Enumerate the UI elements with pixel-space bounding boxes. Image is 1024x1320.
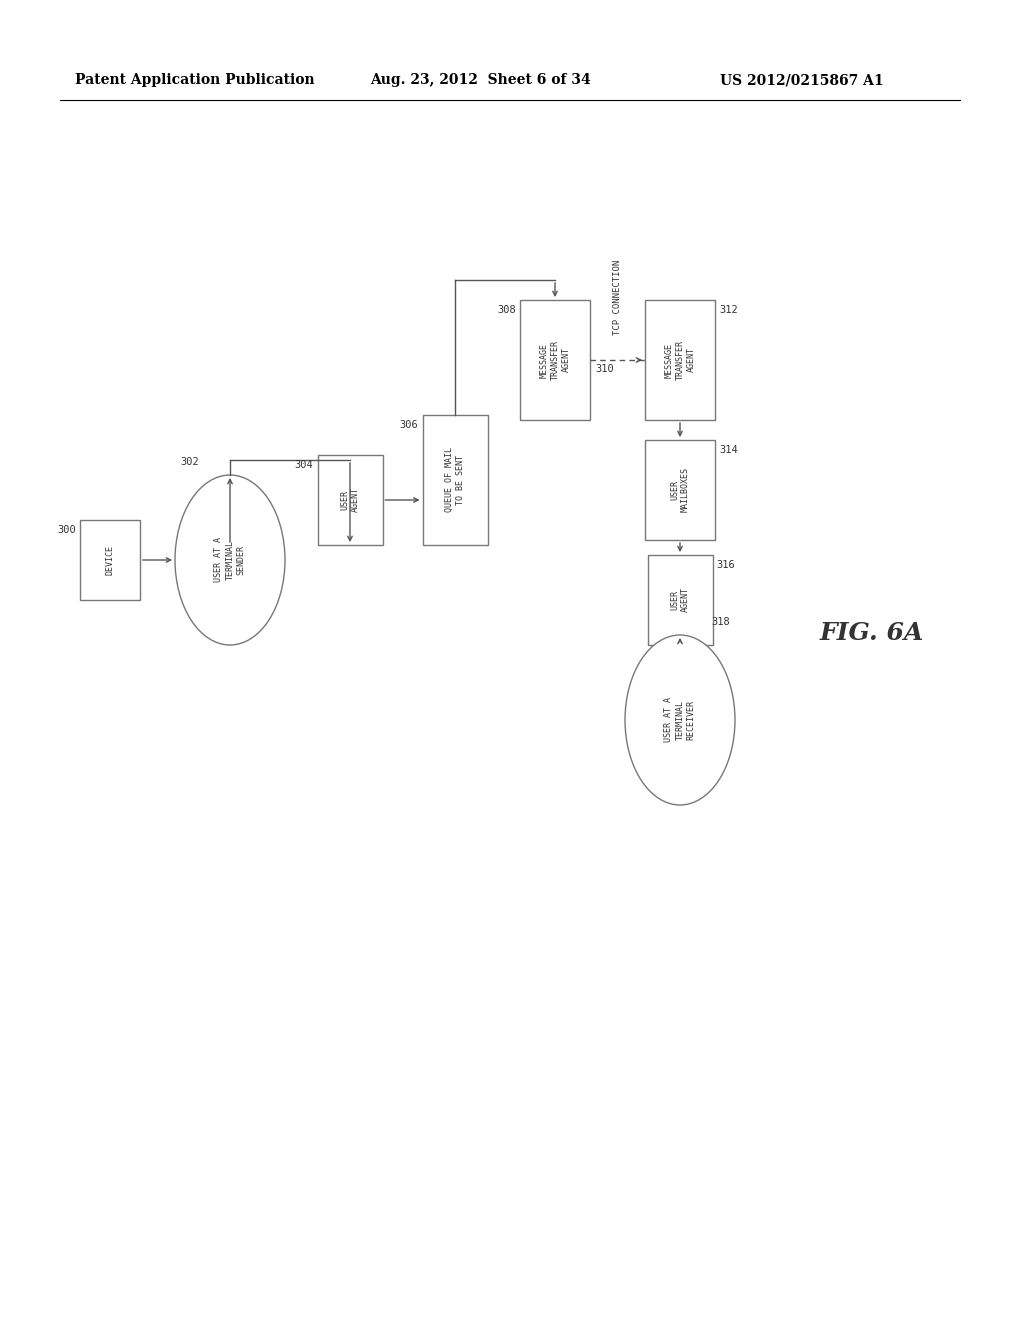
Text: QUEUE OF MAIL
TO BE SENT: QUEUE OF MAIL TO BE SENT	[445, 447, 465, 512]
Bar	[645, 440, 715, 540]
Text: Patent Application Publication: Patent Application Publication	[75, 73, 314, 87]
Ellipse shape	[175, 475, 285, 645]
Bar	[520, 300, 590, 420]
Text: 300: 300	[57, 525, 76, 535]
Text: USER
AGENT: USER AGENT	[670, 587, 690, 612]
Text: 312: 312	[719, 305, 737, 315]
Text: 314: 314	[719, 445, 737, 455]
Text: 308: 308	[498, 305, 516, 315]
Text: USER AT A
TERMINAL
RECEIVER: USER AT A TERMINAL RECEIVER	[665, 697, 695, 742]
Bar	[317, 455, 383, 545]
Text: FIG. 6A: FIG. 6A	[820, 620, 925, 645]
Text: DEVICE: DEVICE	[105, 545, 115, 576]
Text: 316: 316	[717, 560, 735, 570]
Text: Aug. 23, 2012  Sheet 6 of 34: Aug. 23, 2012 Sheet 6 of 34	[370, 73, 591, 87]
Text: USER AT A
TERMINAL
SENDER: USER AT A TERMINAL SENDER	[214, 537, 246, 582]
Text: 306: 306	[399, 420, 419, 430]
Ellipse shape	[625, 635, 735, 805]
Bar	[645, 300, 715, 420]
Text: US 2012/0215867 A1: US 2012/0215867 A1	[720, 73, 884, 87]
Text: 310: 310	[595, 364, 613, 374]
Text: USER
AGENT: USER AGENT	[340, 487, 360, 512]
Bar	[647, 554, 713, 645]
Text: MESSAGE
TRANSFER
AGENT: MESSAGE TRANSFER AGENT	[665, 341, 695, 380]
Text: USER
MAILBOXES: USER MAILBOXES	[670, 467, 690, 512]
Bar	[423, 414, 487, 545]
Text: TCP CONNECTION: TCP CONNECTION	[613, 260, 622, 335]
Text: MESSAGE
TRANSFER
AGENT: MESSAGE TRANSFER AGENT	[540, 341, 570, 380]
Text: 304: 304	[295, 459, 313, 470]
Text: 318: 318	[712, 616, 730, 627]
Bar	[80, 520, 140, 601]
Text: 302: 302	[180, 457, 199, 467]
